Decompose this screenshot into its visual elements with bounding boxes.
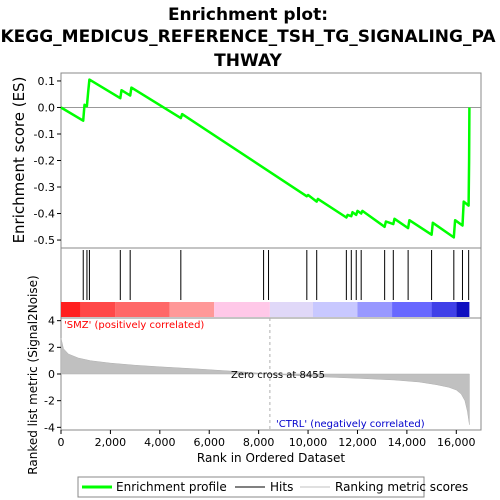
enrichment-profile-series [60, 78, 471, 239]
x-tick-label: 4,000 [144, 436, 176, 449]
rank-bar-segment [357, 302, 393, 317]
negative-correlation-label: 'CTRL' (negatively correlated) [276, 419, 425, 430]
rank-bar-segment [214, 302, 270, 317]
x-tick-label: 2,000 [95, 436, 127, 449]
x-tick-label: 12,000 [338, 436, 377, 449]
es-y-tick-label: -0.5 [34, 234, 55, 247]
rank-bar-segment [115, 302, 170, 317]
x-tick-label: 10,000 [289, 436, 328, 449]
x-tick-label: 0 [58, 436, 65, 449]
es-y-ticks: 0.1 0.0 -0.1 -0.2 -0.3 -0.4 -0.5 [34, 75, 61, 247]
rank-bar-segment [456, 302, 470, 317]
rank-bar-segment [431, 302, 457, 317]
ranking-metric-area [60, 318, 470, 430]
es-y-tick-label: 0.1 [38, 75, 56, 88]
metric-y-tick-label: 0 [48, 368, 55, 381]
rank-bar-segment [80, 302, 116, 317]
metric-y-tick-label: 2 [48, 341, 55, 354]
es-y-tick-label: -0.2 [34, 155, 55, 168]
es-y-axis-label: Enrichment score (ES) [10, 77, 28, 244]
chart-title-line-2: KEGG_MEDICUS_REFERENCE_TSH_TG_SIGNALING_… [0, 27, 496, 47]
zero-cross-label: Zero cross at 8455 [231, 370, 325, 381]
rank-bar-segment [313, 302, 358, 317]
legend-hits-label: Hits [270, 480, 293, 494]
enrichment-profile-line [60, 78, 471, 239]
es-y-tick-label: -0.4 [34, 208, 55, 221]
rank-bar-segment [169, 302, 215, 317]
metric-y-tick-label: 4 [48, 315, 55, 328]
es-y-tick-label: -0.1 [34, 128, 55, 141]
rank-bar-segment [392, 302, 432, 317]
legend-metric-label: Ranking metric scores [335, 480, 468, 494]
x-tick-label: 16,000 [437, 436, 476, 449]
ranking-metric-fill [60, 337, 470, 425]
rank-color-bar [61, 302, 470, 317]
es-panel [60, 72, 482, 249]
legend-enrichment-label: Enrichment profile [116, 480, 227, 494]
x-tick-label: 6,000 [193, 436, 225, 449]
chart-title-line-1: Enrichment plot: [168, 5, 328, 25]
rank-bar-segment [269, 302, 313, 317]
es-y-tick-label: 0.0 [38, 101, 56, 114]
metric-y-tick-label: -4 [44, 421, 55, 434]
es-y-tick-label: -0.3 [34, 181, 55, 194]
x-tick-label: 14,000 [388, 436, 427, 449]
rank-bar-segment [61, 302, 81, 317]
positive-correlation-label: 'SMZ' (positively correlated) [64, 320, 204, 331]
metric-y-axis-label: Ranked list metric (Signal2Noise) [26, 275, 40, 474]
metric-y-tick-label: -2 [44, 395, 55, 408]
metric-y-ticks: 4 2 0 -2 -4 [44, 315, 61, 434]
x-axis-label: Rank in Ordered Dataset [197, 451, 345, 465]
x-tick-label: 8,000 [243, 436, 275, 449]
chart-title-line-3: THWAY [214, 51, 282, 71]
hit-marks [82, 250, 470, 300]
x-ticks: 0 2,000 4,000 6,000 8,000 10,000 12,000 14,000 1… [58, 430, 476, 449]
